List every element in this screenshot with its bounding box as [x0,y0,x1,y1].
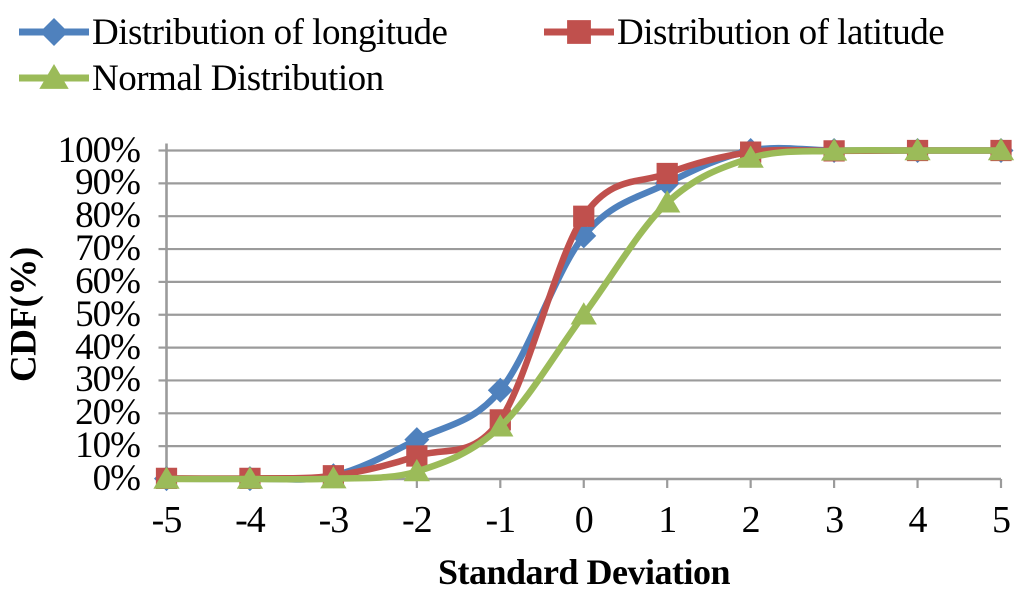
x-axis-title: Standard Deviation [437,552,731,592]
y-tick-label: 60% [75,260,141,302]
series-marker-2 [236,466,264,489]
legend-item-latitude: Distribution of latitude [543,8,945,56]
series-marker-2 [737,145,764,168]
x-tick-label: 4 [908,499,928,541]
y-tick-label: 30% [75,359,141,401]
series-marker-2 [987,138,1015,161]
y-tick-label: 100% [57,129,141,171]
y-axis-title: CDF(%) [3,247,45,383]
x-tick-label: -3 [318,499,350,541]
series-marker-2 [904,138,931,161]
legend-marker-shape [40,18,68,46]
series-marker-2 [570,302,597,325]
series-marker-2 [487,414,514,437]
series-marker-1 [656,162,678,185]
latitude-legend-marker-icon [544,20,614,44]
x-tick-label: -5 [151,499,183,541]
y-tick-label: 10% [75,425,141,467]
normal-legend-marker-icon [19,64,89,89]
series-marker-2 [403,458,430,482]
x-tick-label: 3 [825,499,844,541]
y-tick-label: 80% [75,195,141,237]
longitude-legend-marker-icon [19,18,89,46]
y-tick-label: 90% [75,162,141,204]
series-marker-2 [153,466,180,489]
legend-label-latitude: Distribution of latitude [617,11,945,53]
legend-marker-shape [567,20,591,44]
series-marker-2 [320,466,347,489]
legend-item-longitude: Distribution of longitude [18,8,448,56]
y-tick-label: 50% [75,293,141,335]
x-tick-label: 1 [658,499,677,541]
series-marker-1 [406,445,428,467]
x-tick-label: 2 [741,499,761,541]
y-tick-label: 70% [75,228,141,270]
y-tick-label: 40% [75,326,141,368]
x-tick-label: -1 [485,499,516,541]
y-tick-label: 0% [92,458,141,499]
x-tick-label: -4 [235,499,266,541]
legend-item-normal: Normal Distribution [18,54,384,102]
series-marker-2 [820,138,848,161]
x-tick-label: 5 [992,499,1011,541]
legend-marker-shape [39,64,69,89]
series-marker-1 [573,205,595,227]
series-marker-0 [487,377,513,403]
series-marker-2 [654,190,681,213]
x-tick-label: 0 [574,499,594,541]
x-tick-label: -2 [402,499,433,541]
legend-label-longitude: Distribution of longitude [92,11,448,53]
y-tick-label: 20% [75,392,141,434]
legend-label-normal: Normal Distribution [92,57,384,99]
